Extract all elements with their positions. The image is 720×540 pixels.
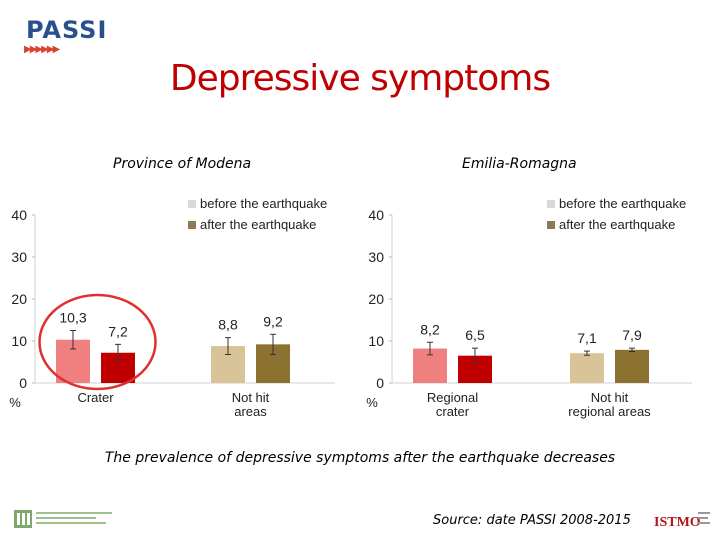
legend-label: before the earthquake xyxy=(559,196,686,211)
logo-arrows-icon: ▶▶▶▶▶▶ xyxy=(24,44,60,55)
y-tick-label: 30 xyxy=(368,249,384,265)
legend-swatch xyxy=(547,221,555,229)
legend-label: after the earthquake xyxy=(200,217,316,232)
passi-logo: PASSI ▶▶▶▶▶▶ xyxy=(18,14,118,55)
category-label: Not hit xyxy=(232,390,270,405)
chart-modena-svg: 0 10 20 30 40% before the earthquake after the… xyxy=(9,196,335,419)
highlight-ellipse xyxy=(38,293,157,391)
istmo-logo: ISTMO xyxy=(654,512,710,530)
category-label: Crater xyxy=(77,390,114,405)
chart-right-subtitle: Emilia-Romagna xyxy=(462,156,577,172)
data-label: 7,1 xyxy=(577,330,597,346)
bar xyxy=(570,353,604,383)
category-label: Regional xyxy=(427,390,478,405)
chart-left-subtitle: Province of Modena xyxy=(113,156,252,172)
legend-label: before the earthquake xyxy=(200,196,327,211)
y-tick-label: 40 xyxy=(11,207,27,223)
page-title: Depressive symptoms xyxy=(169,58,551,99)
y-tick-label: 0 xyxy=(19,375,27,391)
caption-text: The prevalence of depressive symptoms af… xyxy=(104,450,616,466)
y-unit-label: % xyxy=(366,395,378,410)
y-tick-label: 20 xyxy=(11,291,27,307)
legend-label: after the earthquake xyxy=(559,217,675,232)
y-tick-label: 10 xyxy=(368,333,384,349)
istmo-logo-text: ISTMO xyxy=(654,515,701,530)
legend-swatch xyxy=(547,200,555,208)
chart-emilia-romagna-svg: 0 10 20 30 40% before the earthquake after the… xyxy=(366,196,692,419)
category-label: regional areas xyxy=(568,404,651,419)
institution-logo-left xyxy=(14,510,112,528)
data-label: 6,5 xyxy=(465,327,485,343)
data-label: 8,8 xyxy=(218,317,238,333)
y-tick-label: 30 xyxy=(11,249,27,265)
data-label: 10,3 xyxy=(59,310,86,326)
chart-emilia-romagna: 0 10 20 30 40% before the earthquake after the… xyxy=(362,195,712,430)
data-label: 8,2 xyxy=(420,321,440,337)
y-tick-label: 40 xyxy=(368,207,384,223)
data-label: 7,9 xyxy=(622,327,642,343)
data-label: 7,2 xyxy=(108,323,128,339)
logo-text: PASSI xyxy=(26,16,108,44)
legend-swatch xyxy=(188,200,196,208)
category-label: areas xyxy=(234,404,267,419)
source-text: Source: date PASSI 2008-2015 xyxy=(433,513,631,528)
bar xyxy=(615,349,649,383)
y-tick-label: 0 xyxy=(376,375,384,391)
category-label: Not hit xyxy=(591,390,629,405)
category-label: crater xyxy=(436,404,470,419)
y-unit-label: % xyxy=(9,395,21,410)
chart-modena: 0 10 20 30 40% before the earthquake after the… xyxy=(5,195,355,430)
data-label: 9,2 xyxy=(263,313,283,329)
legend-swatch xyxy=(188,221,196,229)
y-tick-label: 20 xyxy=(368,291,384,307)
y-tick-label: 10 xyxy=(11,333,27,349)
